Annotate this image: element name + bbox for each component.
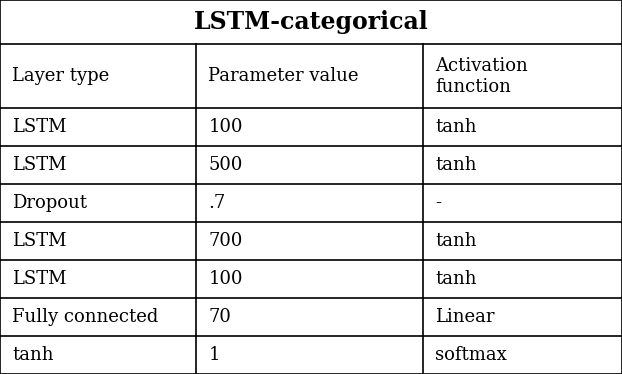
Text: LSTM: LSTM xyxy=(12,156,67,174)
Text: tanh: tanh xyxy=(435,119,477,137)
Text: 500: 500 xyxy=(208,156,243,174)
Text: LSTM: LSTM xyxy=(12,232,67,250)
Text: 1: 1 xyxy=(208,346,220,364)
Text: 70: 70 xyxy=(208,308,231,326)
Text: 100: 100 xyxy=(208,119,243,137)
Text: .7: .7 xyxy=(208,194,226,212)
Text: -: - xyxy=(435,194,442,212)
Text: LSTM: LSTM xyxy=(12,270,67,288)
Text: Linear: Linear xyxy=(435,308,495,326)
Text: Parameter value: Parameter value xyxy=(208,67,359,85)
Text: LSTM-categorical: LSTM-categorical xyxy=(193,10,429,34)
Text: tanh: tanh xyxy=(12,346,54,364)
Text: 700: 700 xyxy=(208,232,243,250)
Text: 100: 100 xyxy=(208,270,243,288)
Text: softmax: softmax xyxy=(435,346,507,364)
Text: tanh: tanh xyxy=(435,156,477,174)
Text: Activation
function: Activation function xyxy=(435,57,528,96)
Text: LSTM: LSTM xyxy=(12,119,67,137)
Text: Fully connected: Fully connected xyxy=(12,308,159,326)
Text: Dropout: Dropout xyxy=(12,194,88,212)
Text: tanh: tanh xyxy=(435,270,477,288)
Text: tanh: tanh xyxy=(435,232,477,250)
Text: Layer type: Layer type xyxy=(12,67,109,85)
